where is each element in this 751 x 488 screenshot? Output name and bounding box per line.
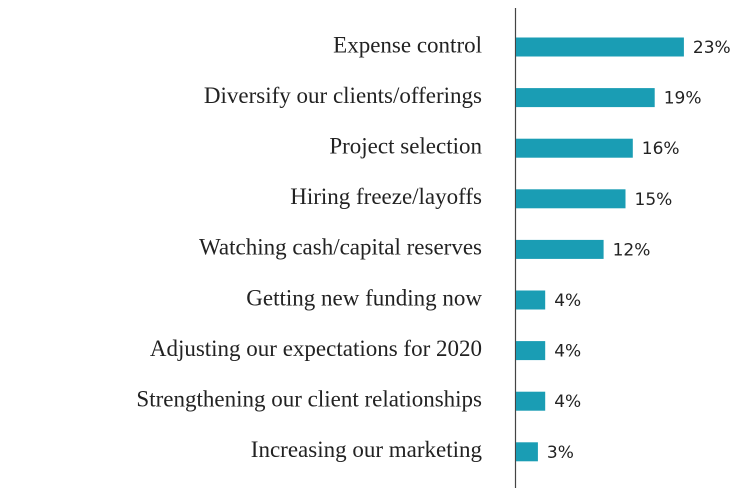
category-label: Increasing our marketing [251, 437, 483, 462]
category-label: Getting new funding now [246, 285, 482, 310]
category-label: Hiring freeze/layoffs [290, 184, 482, 209]
category-label: Adjusting our expectations for 2020 [150, 336, 482, 361]
value-label: 4% [554, 291, 581, 311]
bar [516, 341, 546, 361]
category-label: Watching cash/capital reserves [199, 235, 482, 260]
bar [516, 88, 655, 108]
value-label: 15% [635, 190, 673, 210]
value-label: 4% [554, 342, 581, 362]
bar [516, 442, 538, 462]
bar [516, 391, 546, 411]
category-label: Strengthening our client relationships [136, 386, 482, 411]
bar [516, 239, 604, 259]
category-label: Diversify our clients/offerings [204, 83, 482, 108]
value-label: 3% [547, 443, 574, 463]
category-label: Project selection [329, 133, 482, 158]
value-label: 12% [613, 240, 651, 260]
category-label: Expense control [333, 32, 482, 57]
bar [516, 189, 626, 209]
value-label: 4% [554, 392, 581, 412]
value-label: 16% [642, 139, 680, 159]
bar [516, 37, 684, 57]
value-label: 19% [664, 89, 702, 109]
bar [516, 290, 546, 310]
value-label: 23% [693, 38, 731, 58]
bar [516, 138, 633, 158]
